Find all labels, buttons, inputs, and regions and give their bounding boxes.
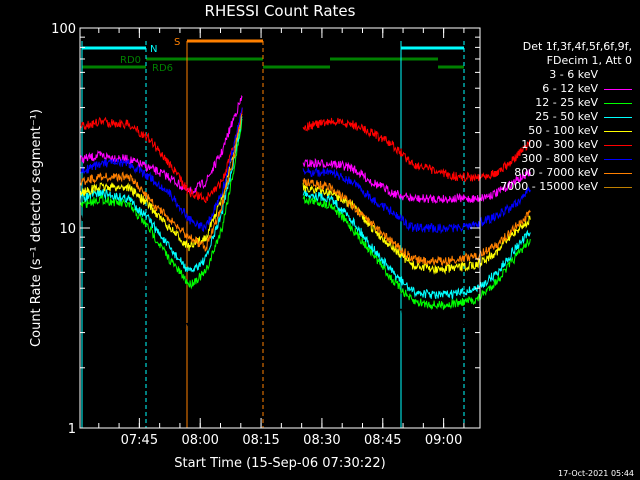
x-tick-label: 08:00 — [181, 433, 218, 448]
series-line — [79, 103, 243, 327]
legend-swatch — [604, 145, 632, 146]
y-tick-label: 1 — [68, 422, 76, 437]
annotation-label: S — [174, 37, 180, 48]
legend-entry: 800 - 7000 keV — [514, 166, 598, 179]
event-lines — [81, 41, 465, 428]
status-bars — [82, 39, 464, 69]
legend-swatch — [604, 159, 632, 160]
legend-swatch — [604, 187, 632, 188]
x-tick-label: 09:00 — [425, 433, 462, 448]
series-line — [79, 107, 243, 232]
legend-swatch — [604, 117, 632, 118]
series-line — [79, 94, 243, 195]
legend-swatch — [604, 75, 632, 76]
legend-swatch — [604, 131, 632, 132]
footer-date: 17-Oct-2021 05:44 — [558, 469, 634, 478]
annotation-label: RD0 — [120, 55, 141, 66]
legend-entry: Det 1f,3f,4f,5f,6f,9f, — [522, 40, 632, 53]
series-line — [302, 194, 531, 311]
series-line — [79, 118, 243, 290]
series-line — [302, 166, 531, 235]
x-tick-label: 07:45 — [121, 433, 158, 448]
legend-swatch — [604, 89, 632, 90]
series-line — [302, 190, 531, 300]
y-axis-label: Count Rate (s⁻¹ detector segment⁻¹) — [29, 109, 44, 347]
legend-swatch — [604, 103, 632, 104]
legend-entry: FDecim 1, Att 0 — [546, 54, 632, 67]
legend-entry: 3 - 6 keV — [549, 68, 598, 81]
legend-entry: 50 - 100 keV — [528, 124, 598, 137]
y-tick-label: 100 — [51, 22, 76, 37]
x-axis-label: Start Time (15-Sep-06 07:30:22) — [174, 456, 385, 471]
annotation-label: N — [150, 44, 157, 55]
legend-swatch — [604, 173, 632, 174]
y-tick-label: 10 — [59, 222, 76, 237]
annotation-label: RD6 — [152, 63, 173, 74]
legend-entry: 300 - 800 keV — [521, 152, 598, 165]
series-line — [79, 111, 243, 252]
axes-group: 1 10 100 07:45 08:00 08:15 08:30 08:45 09:00 Star… — [29, 22, 480, 471]
legend-entry: 12 - 25 keV — [535, 96, 598, 109]
series-line — [302, 155, 531, 330]
legend-entry: 100 - 300 keV — [521, 138, 598, 151]
series-line — [302, 178, 531, 267]
series-line — [302, 117, 531, 183]
x-tick-label: 08:45 — [364, 433, 401, 448]
x-tick-label: 08:30 — [303, 433, 340, 448]
series-group — [79, 94, 531, 330]
legend-entry: 25 - 50 keV — [535, 110, 598, 123]
annotation-group: S N RD0 RD6 — [120, 37, 180, 74]
legend-entry: 6 - 12 keV — [542, 82, 598, 95]
x-tick-label: 08:15 — [242, 433, 279, 448]
chart-title: RHESSI Count Rates — [204, 2, 356, 20]
series-line — [79, 113, 243, 252]
series-line — [79, 116, 243, 273]
legend-entry: 7000 - 15000 keV — [500, 180, 598, 193]
series-line — [302, 157, 531, 205]
series-line — [79, 107, 243, 204]
